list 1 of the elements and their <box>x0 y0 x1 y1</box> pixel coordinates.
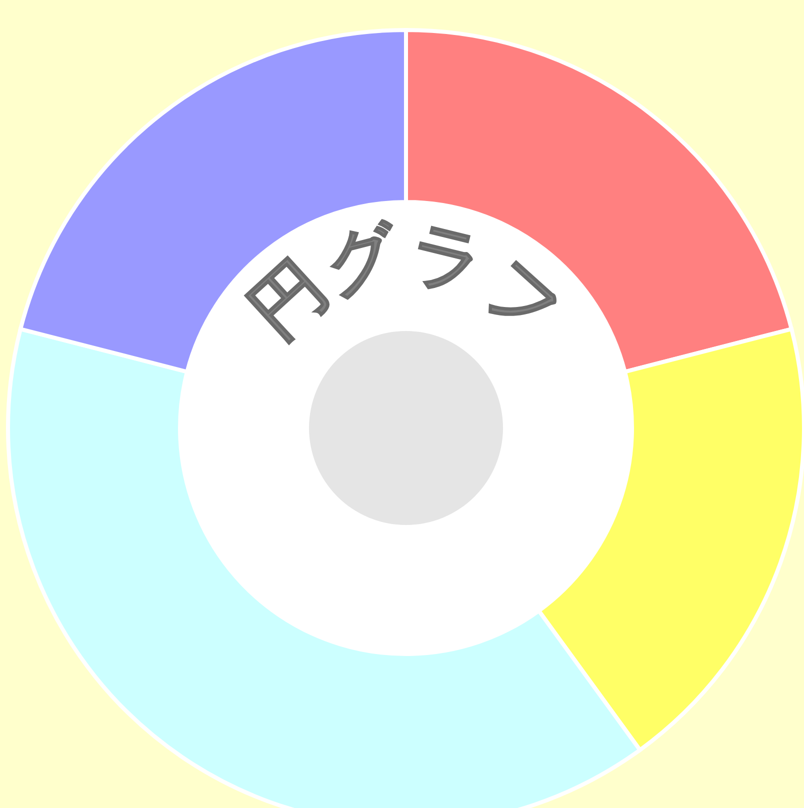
text: 円グラフ <box>232 208 579 354</box>
